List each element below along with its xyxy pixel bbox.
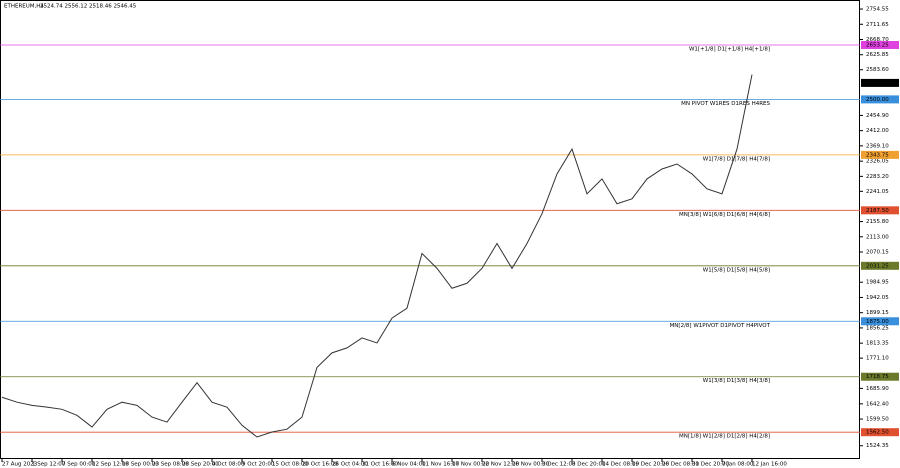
y-tick-label: 1813.35 xyxy=(866,341,889,347)
y-tick-label: 2583.60 xyxy=(866,67,889,73)
ohlc: 2524.74 2556.12 2518.46 2546.45 xyxy=(40,4,137,10)
y-tick-label: 2454.90 xyxy=(866,113,889,119)
y-tick-label: 2113.00 xyxy=(866,234,889,240)
y-tick-label: 2625.85 xyxy=(866,52,889,58)
level-label: W1[3/8] D1[3/8] H4[3/8] xyxy=(703,378,770,384)
price-line xyxy=(1,74,753,438)
chart-title: ETHEREUM,H4 xyxy=(4,4,44,10)
y-tick-label: 2241.05 xyxy=(866,189,889,195)
level-price-box xyxy=(861,372,899,381)
y-tick-label: 2754.55 xyxy=(866,7,889,13)
level-price-box xyxy=(861,261,899,270)
level-price: 1562.50 xyxy=(866,430,889,436)
level-price-box xyxy=(861,428,899,437)
x-tick-label: 26 Dec 08:00 xyxy=(662,462,699,468)
x-tick-label: 28 Nov 00:00 xyxy=(512,462,550,468)
y-tick-label: 1856.25 xyxy=(866,325,889,331)
x-tick-label: 17 Nov 00:00 xyxy=(452,462,490,468)
level-label: W1[+1/8] D1[+1/8] H4[+1/8] xyxy=(689,46,770,52)
level-price: 2653.25 xyxy=(866,42,889,48)
level-price: 2187.50 xyxy=(866,208,889,214)
level-price-box xyxy=(861,317,899,326)
x-tick-label: 22 Nov 12:00 xyxy=(482,462,520,468)
y-tick-label: 1942.05 xyxy=(866,295,889,301)
x-tick-label: 31 Oct 16:00 xyxy=(362,462,398,468)
y-tick-label: 1599.50 xyxy=(866,417,889,423)
level-price: 1718.75 xyxy=(866,374,889,380)
y-tick-label: 2155.80 xyxy=(866,219,889,225)
x-tick-label: 11 Nov 16:00 xyxy=(422,462,460,468)
x-tick-label: 1 Sep 12:00 xyxy=(32,462,66,468)
y-tick-label: 1771.10 xyxy=(866,356,889,362)
level-label: MN[3/8] W1[6/8] D1[6/8] H4[6/8] xyxy=(679,212,770,218)
last-price-box xyxy=(861,78,899,87)
last-price: 2546.45 xyxy=(866,80,889,86)
x-tick-label: 9 Oct 20:00 xyxy=(242,462,275,468)
y-tick-label: 2070.15 xyxy=(866,249,889,255)
x-tick-label: 26 Oct 04:00 xyxy=(332,462,368,468)
x-tick-label: 31 Dec 20:00 xyxy=(692,462,729,468)
level-label: MN PIVOT W1RES D1RES H4RES xyxy=(681,101,770,107)
x-tick-label: 3 Dec 12:00 xyxy=(542,462,576,468)
level-price: 2500.00 xyxy=(866,97,889,103)
level-label: MN[2/8] W1PIVOT D1PIVOT H4PIVOT xyxy=(670,323,771,329)
y-tick-label: 2711.65 xyxy=(866,22,889,28)
x-tick-label: 12 Jan 16:00 xyxy=(752,462,787,468)
level-label: W1[7/8] D1[7/8] H4[7/8] xyxy=(703,156,770,162)
y-tick-label: 2668.70 xyxy=(866,37,889,43)
x-tick-label: 23 Sep 08:00 xyxy=(152,462,189,468)
x-tick-label: 6 Nov 04:00 xyxy=(392,462,426,468)
x-tick-label: 14 Dec 08:00 xyxy=(602,462,639,468)
y-tick-label: 1984.95 xyxy=(866,280,889,286)
y-tick-label: 1524.35 xyxy=(866,443,889,449)
y-tick-label: 2412.00 xyxy=(866,128,889,134)
level-price: 2343.75 xyxy=(866,152,889,158)
level-price-box xyxy=(861,40,899,49)
level-label: W1[5/8] D1[5/8] H4[5/8] xyxy=(703,267,770,273)
x-tick-label: 8 Dec 20:00 xyxy=(572,462,606,468)
level-label: MN[1/8] W1[2/8] D1[2/8] H4[2/8] xyxy=(679,434,770,440)
y-tick-label: 1899.15 xyxy=(866,310,889,316)
x-tick-label: 15 Oct 08:00 xyxy=(272,462,308,468)
x-tick-label: 7 Jan 08:00 xyxy=(722,462,754,468)
level-price-box xyxy=(861,150,899,159)
x-tick-label: 18 Sep 00:00 xyxy=(122,462,159,468)
plot-frame xyxy=(0,0,860,459)
x-tick-label: 7 Sep 00:00 xyxy=(62,462,96,468)
y-tick-label: 1685.90 xyxy=(866,386,889,392)
y-tick-label: 1642.40 xyxy=(866,401,889,407)
level-price: 1875.00 xyxy=(866,319,889,325)
x-tick-label: 4 Oct 08:00 xyxy=(212,462,245,468)
x-tick-label: 27 Aug 2023 xyxy=(2,462,38,468)
x-tick-label: 12 Sep 12:00 xyxy=(92,462,129,468)
level-price: 2031.25 xyxy=(866,263,889,269)
x-tick-label: 28 Sep 20:00 xyxy=(182,462,219,468)
x-tick-label: 19 Dec 20:00 xyxy=(632,462,669,468)
x-tick-label: 20 Oct 16:00 xyxy=(302,462,338,468)
level-price-box xyxy=(861,95,899,104)
y-tick-label: 2283.20 xyxy=(866,174,889,180)
y-tick-label: 2369.10 xyxy=(866,143,889,149)
y-tick-label: 2326.05 xyxy=(866,159,889,165)
level-price-box xyxy=(861,206,899,215)
